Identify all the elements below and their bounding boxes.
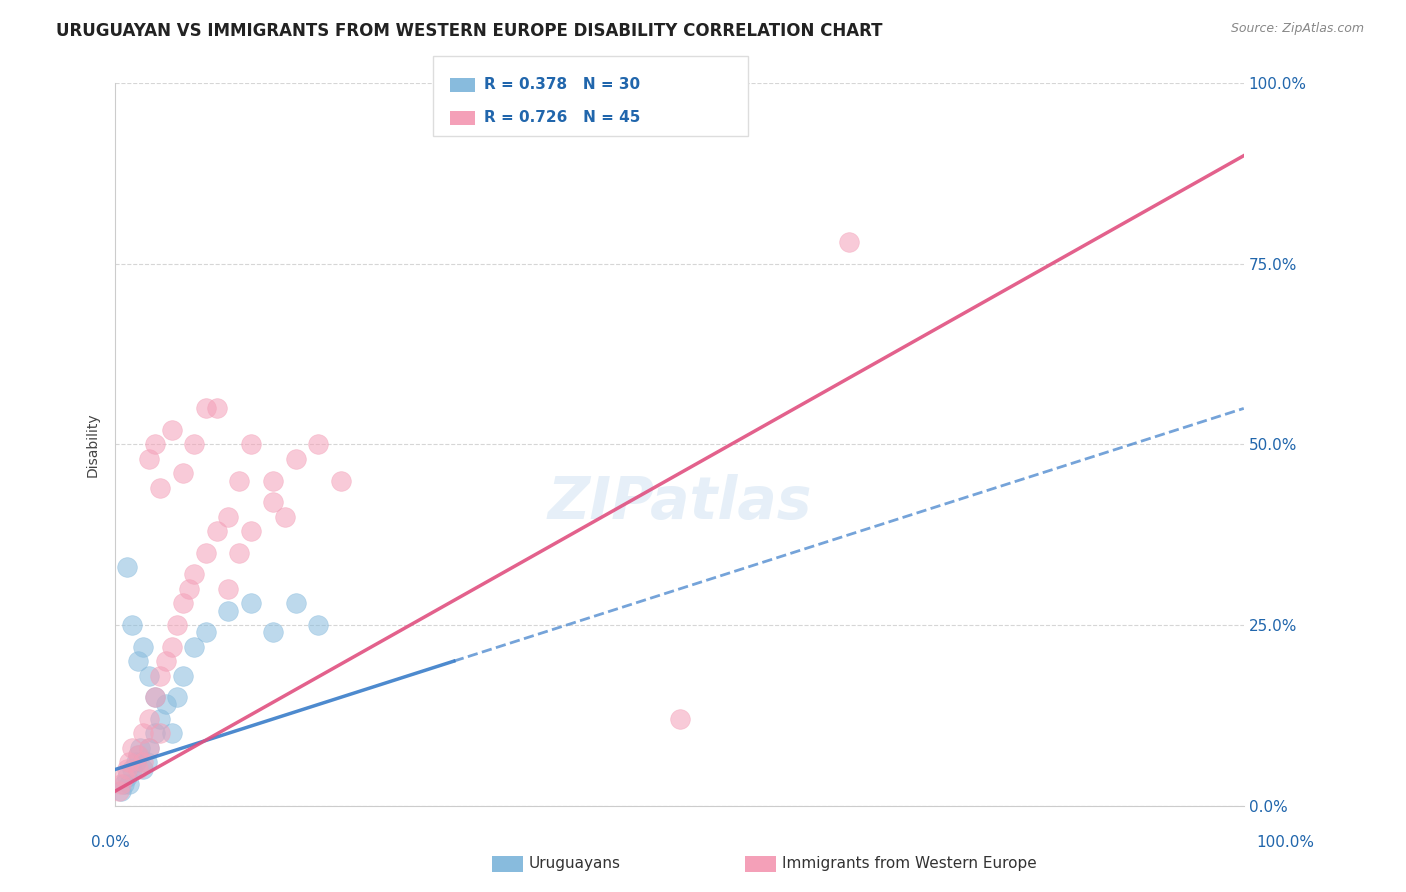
- Point: [121, 763, 143, 777]
- Point: [228, 546, 250, 560]
- Point: [155, 654, 177, 668]
- Point: [138, 668, 160, 682]
- Point: [107, 784, 129, 798]
- Point: [149, 481, 172, 495]
- Point: [217, 604, 239, 618]
- Point: [143, 726, 166, 740]
- Point: [194, 401, 217, 416]
- Point: [217, 509, 239, 524]
- Point: [228, 474, 250, 488]
- Point: [177, 582, 200, 596]
- Point: [135, 756, 157, 770]
- Point: [112, 770, 135, 784]
- Point: [217, 582, 239, 596]
- Point: [127, 747, 149, 762]
- Point: [183, 437, 205, 451]
- Text: Immigrants from Western Europe: Immigrants from Western Europe: [782, 856, 1036, 871]
- Point: [262, 625, 284, 640]
- Point: [166, 618, 188, 632]
- Point: [668, 712, 690, 726]
- Point: [149, 668, 172, 682]
- Point: [284, 596, 307, 610]
- Point: [143, 690, 166, 705]
- Point: [172, 668, 194, 682]
- Point: [138, 452, 160, 467]
- Point: [149, 712, 172, 726]
- Point: [112, 777, 135, 791]
- Point: [155, 698, 177, 712]
- Point: [262, 495, 284, 509]
- Point: [110, 784, 132, 798]
- Point: [183, 567, 205, 582]
- Point: [110, 777, 132, 791]
- Point: [132, 726, 155, 740]
- Text: ZIPatlas: ZIPatlas: [547, 474, 811, 531]
- Point: [132, 640, 155, 654]
- Point: [138, 740, 160, 755]
- Point: [172, 596, 194, 610]
- Point: [205, 524, 228, 538]
- Text: URUGUAYAN VS IMMIGRANTS FROM WESTERN EUROPE DISABILITY CORRELATION CHART: URUGUAYAN VS IMMIGRANTS FROM WESTERN EUR…: [56, 22, 883, 40]
- Point: [160, 726, 183, 740]
- Text: 0.0%: 0.0%: [91, 836, 131, 850]
- Point: [149, 726, 172, 740]
- Point: [121, 740, 143, 755]
- Point: [166, 690, 188, 705]
- Point: [239, 437, 262, 451]
- Point: [127, 763, 149, 777]
- Point: [330, 474, 353, 488]
- Text: R = 0.378   N = 30: R = 0.378 N = 30: [484, 78, 640, 92]
- Point: [138, 712, 160, 726]
- Point: [115, 770, 138, 784]
- Point: [239, 524, 262, 538]
- Point: [118, 756, 141, 770]
- Point: [160, 423, 183, 437]
- Point: [194, 625, 217, 640]
- Point: [127, 747, 149, 762]
- Point: [273, 509, 295, 524]
- Point: [838, 235, 860, 250]
- Point: [143, 437, 166, 451]
- Point: [127, 654, 149, 668]
- Y-axis label: Disability: Disability: [86, 412, 100, 477]
- Point: [121, 618, 143, 632]
- Point: [118, 777, 141, 791]
- Point: [115, 763, 138, 777]
- Point: [143, 690, 166, 705]
- Point: [194, 546, 217, 560]
- Text: 100.0%: 100.0%: [1257, 836, 1315, 850]
- Point: [160, 640, 183, 654]
- Point: [172, 467, 194, 481]
- Point: [124, 756, 146, 770]
- Point: [138, 740, 160, 755]
- Point: [132, 756, 155, 770]
- Point: [262, 474, 284, 488]
- Point: [239, 596, 262, 610]
- Text: R = 0.726   N = 45: R = 0.726 N = 45: [484, 111, 640, 125]
- Point: [129, 740, 152, 755]
- Text: Source: ZipAtlas.com: Source: ZipAtlas.com: [1230, 22, 1364, 36]
- Point: [115, 560, 138, 574]
- Point: [132, 763, 155, 777]
- Point: [307, 437, 329, 451]
- Point: [183, 640, 205, 654]
- Point: [307, 618, 329, 632]
- Text: Uruguayans: Uruguayans: [529, 856, 620, 871]
- Point: [284, 452, 307, 467]
- Point: [205, 401, 228, 416]
